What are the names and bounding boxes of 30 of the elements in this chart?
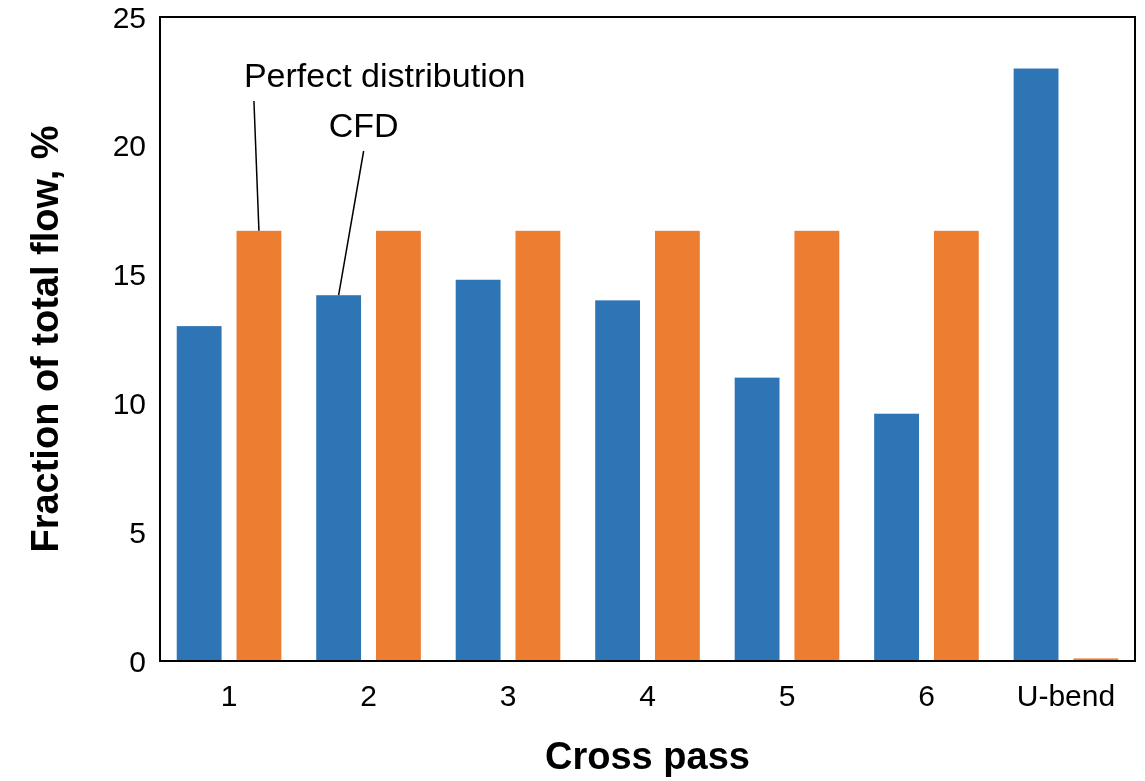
x-tick-label: 3 [499, 679, 517, 712]
x-tick-label: 1 [220, 679, 238, 712]
bar [654, 230, 700, 661]
bar [515, 230, 561, 661]
bar [316, 295, 362, 661]
y-axis-title: Fraction of total flow, % [24, 125, 66, 553]
text: Perfect distribution [243, 56, 526, 94]
bar [1013, 68, 1059, 661]
text: CFD [328, 106, 399, 144]
x-tick-label: 4 [639, 679, 656, 712]
x-tick-label: 2 [360, 679, 377, 712]
bar [874, 413, 919, 661]
y-tick-label: 15 [112, 258, 146, 292]
y-tick-label: 0 [129, 644, 146, 678]
x-tick-label: 5 [778, 679, 796, 712]
bar [794, 230, 840, 661]
x-tick-label: U-bend [1016, 679, 1116, 712]
y-tick-label: 10 [112, 386, 146, 420]
bar [933, 230, 979, 661]
bar [376, 230, 421, 661]
bar [455, 279, 501, 661]
bar [734, 377, 780, 661]
bar [236, 230, 282, 661]
bar [595, 300, 641, 661]
bar [176, 326, 222, 661]
y-tick-label: 25 [112, 0, 146, 34]
x-tick-label: 6 [918, 679, 935, 712]
y-tick-label: 20 [112, 129, 146, 163]
y-tick-label: 5 [129, 515, 146, 549]
x-axis-title: Cross pass [545, 735, 750, 777]
